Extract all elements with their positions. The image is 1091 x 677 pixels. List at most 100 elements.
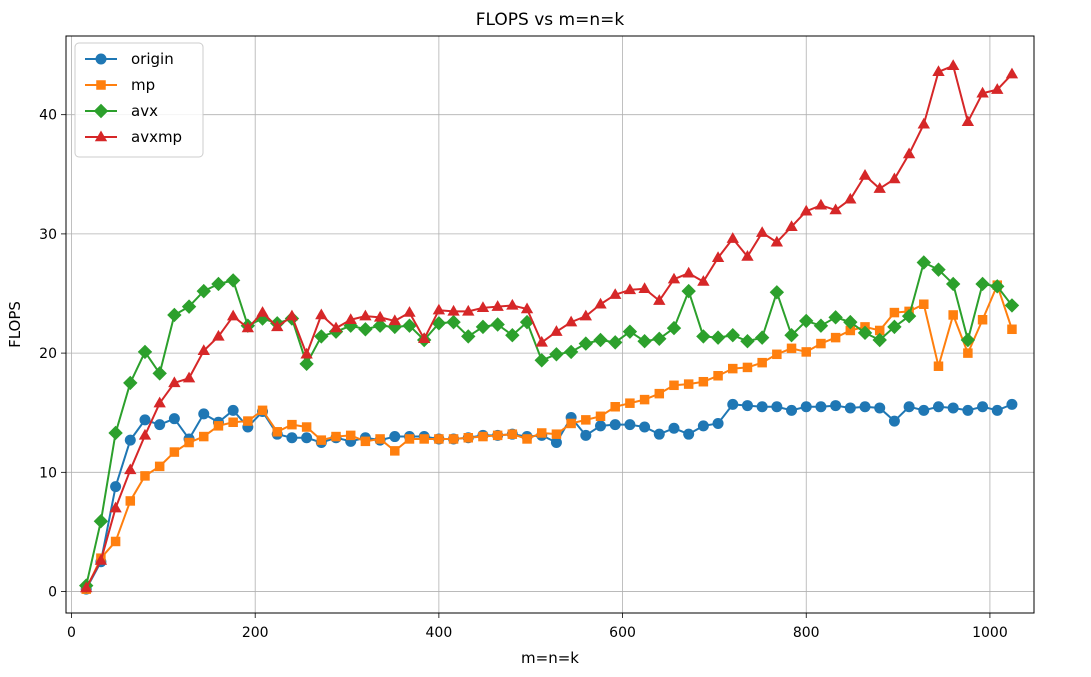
data-point-avxmp: [682, 266, 695, 278]
data-point-avx: [593, 332, 608, 348]
data-point-mp: [301, 422, 312, 432]
data-point-mp: [390, 446, 400, 456]
data-point-avx: [358, 322, 373, 337]
data-point-avxmp: [80, 581, 93, 593]
data-point-origin: [301, 432, 313, 444]
data-point-avx: [1004, 298, 1020, 313]
data-point-avxmp: [902, 147, 916, 159]
data-point-mp: [419, 434, 429, 444]
x-axis-title: m=n=k: [521, 649, 579, 667]
data-point-avx: [475, 319, 491, 335]
data-point-avxmp: [844, 192, 857, 204]
data-point-avx: [652, 331, 667, 347]
data-point-avx: [181, 299, 197, 314]
data-point-avx: [916, 255, 931, 270]
data-point-avx: [211, 276, 226, 292]
data-point-avx: [402, 318, 417, 333]
data-point-mp: [698, 376, 709, 387]
data-point-avxmp: [359, 309, 372, 321]
data-point-avx: [960, 332, 976, 348]
data-point-avxmp: [226, 309, 240, 321]
data-point-mp: [154, 461, 165, 472]
data-point-avxmp: [256, 306, 269, 317]
x-tick-label: 200: [242, 625, 269, 641]
data-point-mp: [801, 347, 811, 357]
data-point-origin: [712, 417, 724, 429]
data-point-origin: [595, 420, 607, 432]
data-point-avx: [990, 279, 1005, 294]
series-layer: [79, 59, 1020, 595]
legend-item-avxmp: avxmp: [85, 128, 182, 146]
data-point-origin: [859, 401, 871, 413]
data-point-origin: [962, 404, 974, 416]
data-point-mp: [977, 314, 988, 325]
legend-label: avxmp: [131, 128, 182, 146]
data-point-origin: [741, 400, 753, 412]
data-point-avxmp: [491, 300, 504, 311]
data-point-origin: [624, 419, 636, 431]
data-point-avx: [931, 262, 946, 277]
data-point-mp: [492, 430, 503, 441]
y-tick-label: 0: [48, 585, 57, 601]
y-tick-label: 10: [39, 465, 57, 481]
y-axis-title: FLOPS: [6, 301, 24, 348]
data-point-avx: [563, 344, 579, 360]
data-point-avxmp: [873, 182, 886, 193]
ticks: 0 200 400 600 800 1000 0 10 20 30 40: [39, 108, 1008, 641]
data-point-avxmp: [344, 313, 357, 324]
legend-marker-diamond-icon: [93, 103, 109, 119]
data-point-mp: [625, 398, 635, 408]
data-point-avxmp: [462, 304, 475, 316]
data-point-avx: [710, 330, 726, 345]
data-point-origin: [918, 404, 930, 416]
data-point-avx: [681, 283, 696, 299]
data-point-mp: [434, 434, 444, 444]
plot-frame: [65, 35, 1035, 614]
data-point-mp: [551, 429, 562, 439]
data-point-avx: [622, 324, 638, 339]
data-point-mp: [919, 299, 929, 309]
data-point-avxmp: [153, 396, 166, 408]
data-point-avx: [549, 347, 564, 362]
data-point-mp: [110, 536, 121, 547]
data-point-avxmp: [182, 371, 196, 383]
data-point-origin: [154, 419, 166, 431]
data-point-avxmp: [858, 168, 872, 180]
data-point-avx: [196, 283, 211, 299]
y-tick-label: 20: [39, 346, 57, 362]
data-point-mp: [654, 388, 665, 399]
data-point-mp: [610, 402, 620, 412]
data-point-avx: [431, 316, 447, 331]
data-point-mp: [287, 419, 297, 430]
data-point-mp: [1007, 324, 1017, 335]
data-point-origin: [947, 402, 959, 414]
data-point-origin: [786, 404, 798, 416]
data-point-mp: [360, 436, 371, 447]
data-point-avxmp: [829, 203, 842, 215]
data-point-avxmp: [432, 303, 446, 315]
data-point-mp: [184, 437, 194, 448]
data-point-origin: [727, 398, 739, 410]
data-point-origin: [991, 404, 1003, 416]
series-line-avxmp: [85, 64, 1013, 589]
data-point-origin: [110, 481, 122, 493]
data-point-origin: [977, 401, 989, 413]
legend-item-mp: mp: [85, 76, 155, 94]
data-point-avxmp: [124, 463, 137, 475]
data-point-mp: [228, 417, 238, 428]
data-point-avxmp: [197, 344, 210, 355]
data-point-avx: [799, 313, 814, 329]
data-point-avxmp: [564, 315, 578, 327]
data-point-origin: [815, 401, 827, 413]
data-point-avxmp: [667, 272, 681, 284]
data-point-origin: [286, 432, 298, 444]
x-tick-label: 1000: [972, 625, 1008, 641]
data-point-mp: [243, 416, 253, 426]
data-point-avx: [696, 329, 711, 344]
data-point-avx: [578, 336, 594, 351]
data-point-mp: [669, 380, 679, 391]
series-line-origin: [85, 403, 1013, 590]
x-tick-label: 800: [793, 625, 820, 641]
data-point-avx: [299, 356, 314, 372]
